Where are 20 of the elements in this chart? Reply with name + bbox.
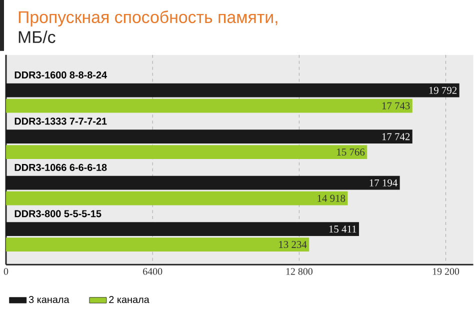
x-tick-label: 0 [4,268,8,276]
data-label: 13 234 [279,241,307,248]
y-tick-label: DDR3-1066 6-6-6-18 [14,164,107,172]
y-tick-label: DDR3-1333 7-7-7-21 [14,118,107,125]
data-label: 19 792 [429,87,457,94]
data-label: 14 918 [318,195,346,202]
y-tick-label: DDR3-1600 8-8-8-24 [14,72,107,79]
legend-label: 3 канала [28,296,70,304]
x-tick-label: 6400 [143,268,162,276]
legend-label: 2 канала [109,296,150,304]
y-tick-label: DDR3-800 5-5-5-15 [14,210,102,218]
data-label: 17 742 [382,133,410,140]
data-label: 15 766 [337,148,365,156]
data-label: 17 194 [370,180,398,187]
x-tick-label: 19 200 [432,268,460,276]
data-label: 15 411 [329,226,356,233]
x-tick-label: 12 800 [286,268,312,276]
data-label: 17 743 [382,102,410,110]
chart-title: Пропускная способность памяти, [18,10,278,27]
chart-subtitle: МБ/с [18,30,56,44]
